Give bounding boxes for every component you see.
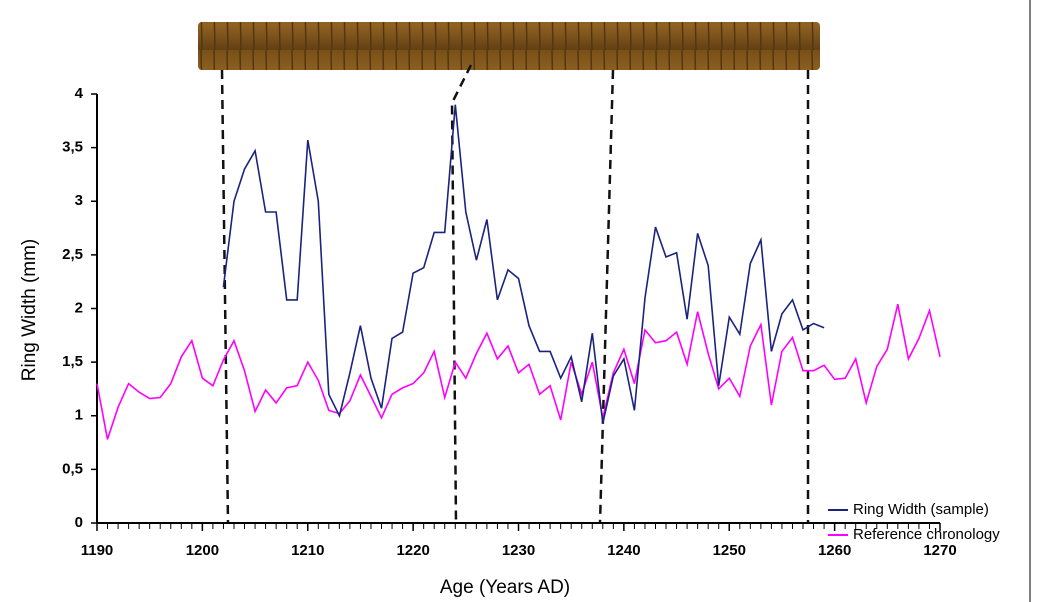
y-tick-label: 0 xyxy=(75,514,83,531)
y-tick-label: 1 xyxy=(75,407,83,424)
series-line xyxy=(222,104,825,424)
ring-correspondence xyxy=(220,64,810,524)
x-tick-label: 1240 xyxy=(607,542,640,559)
y-tick-label: 3,5 xyxy=(62,139,83,156)
wood-sample xyxy=(198,22,820,70)
x-tick-label: 1260 xyxy=(818,542,851,559)
y-tick-label: 3 xyxy=(75,192,83,209)
x-tick-label: 1190 xyxy=(81,542,114,559)
x-tick-label: 1230 xyxy=(502,542,535,559)
legend-label: Reference chronology xyxy=(853,526,1000,543)
x-axis-title: Age (Years AD) xyxy=(440,577,570,598)
y-tick-label: 4 xyxy=(75,85,84,102)
y-tick-label: 2 xyxy=(75,299,83,316)
x-tick-label: 1270 xyxy=(923,542,956,559)
y-tick-label: 0,5 xyxy=(62,460,83,477)
x-tick-label: 1200 xyxy=(186,542,219,559)
legend-label: Ring Width (sample) xyxy=(853,501,989,518)
x-tick-label: 1210 xyxy=(291,542,324,559)
y-tick-label: 2,5 xyxy=(62,246,83,263)
x-tick-label: 1250 xyxy=(713,542,746,559)
series-line xyxy=(96,304,941,440)
y-axis-title: Ring Width (mm) xyxy=(19,239,40,382)
x-tick-label: 1220 xyxy=(396,542,429,559)
y-tick-label: 1,5 xyxy=(62,353,83,370)
